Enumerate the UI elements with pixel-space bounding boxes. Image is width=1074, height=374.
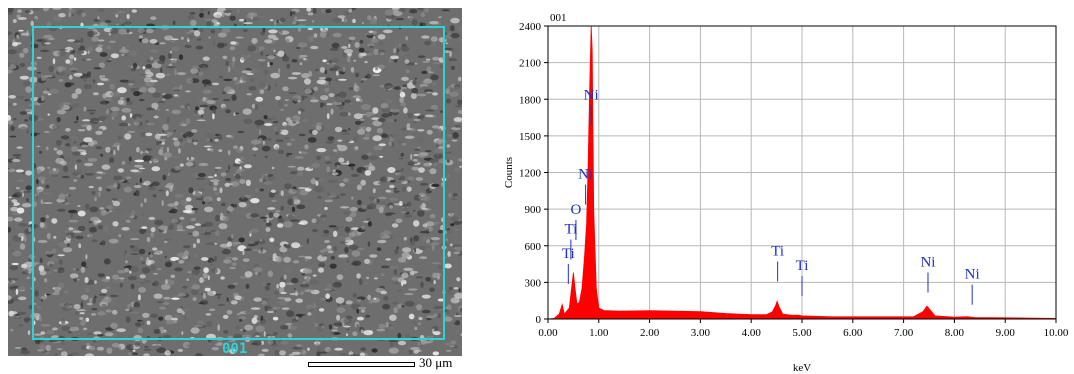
peak-label: Ti — [796, 258, 809, 274]
x-tick-label: 0.00 — [538, 327, 558, 339]
scale-bar-label: 30 μm — [419, 355, 453, 370]
x-tick-label: 3.00 — [691, 327, 711, 339]
y-axis-label: Counts — [503, 157, 515, 188]
y-tick-label: 300 — [525, 277, 542, 289]
peak-label: Ni — [920, 255, 935, 271]
x-tick-label: 8.00 — [945, 327, 965, 339]
eds-spectrum-chart: 0.00 1.00 2.00 3.00 4.00 5.00 6.00 7.00 8.00 9.00… — [503, 12, 1069, 374]
x-tick-label: 10.00 — [1044, 327, 1069, 339]
peak-label: Ni — [965, 267, 980, 283]
chart-title: 001 — [550, 12, 567, 24]
peak-label: Ni — [578, 167, 593, 183]
x-axis-label: keV — [793, 362, 811, 374]
peak-label: Ti — [564, 222, 577, 238]
peak-label: Ti — [771, 244, 784, 260]
x-tick-label: 4.00 — [742, 327, 762, 339]
sem-micrograph: 001 — [8, 8, 462, 357]
y-tick-label: 2400 — [519, 21, 542, 33]
y-tick-label: 1200 — [519, 168, 542, 180]
spectrum-area — [547, 25, 1057, 320]
x-tick-label: 7.00 — [894, 327, 914, 339]
scale-bar — [308, 362, 415, 367]
x-tick-label: 2.00 — [640, 327, 660, 339]
y-tick-label: 600 — [525, 241, 542, 253]
region-label: 001 — [222, 341, 248, 357]
analysis-region-box — [32, 26, 445, 340]
y-tick-label: 1800 — [519, 94, 542, 106]
x-tick-label: 6.00 — [843, 327, 863, 339]
x-tick-label: 1.00 — [589, 327, 609, 339]
x-tick-label: 9.00 — [996, 327, 1016, 339]
x-tick-label: 5.00 — [792, 327, 812, 339]
y-tick-label: 900 — [525, 204, 542, 216]
y-tick-label: 1500 — [519, 131, 542, 143]
y-tick-label: 2100 — [519, 58, 542, 70]
y-tick-label: 0 — [536, 314, 542, 326]
peak-label: Ti — [562, 246, 575, 262]
peak-label: Ni — [584, 87, 599, 103]
peak-label: O — [571, 202, 582, 218]
